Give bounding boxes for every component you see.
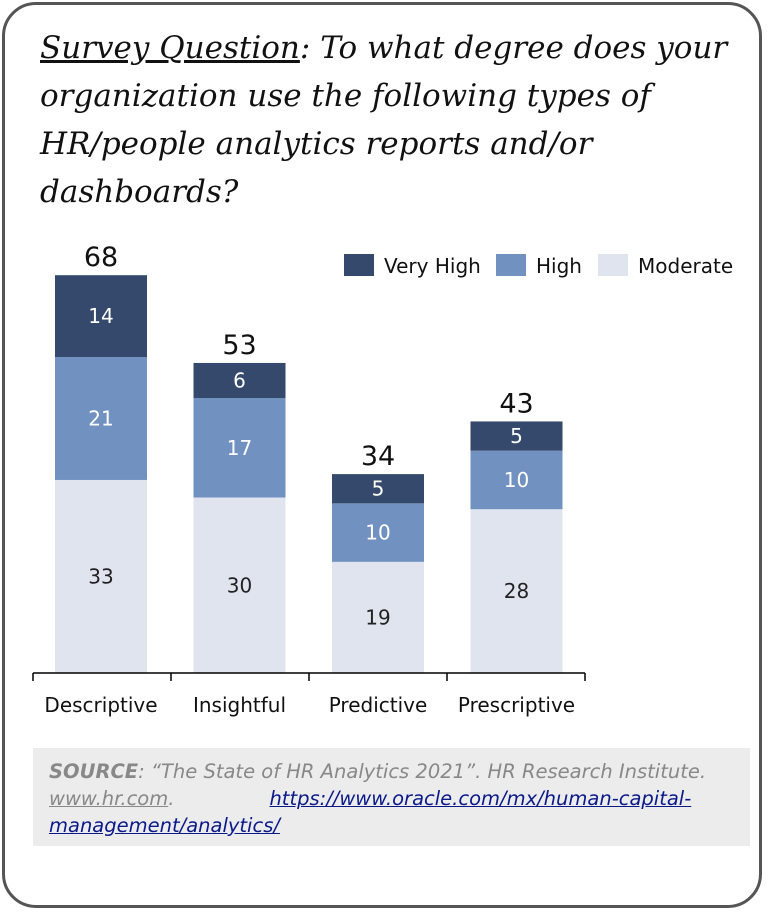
data-label-very-high: 5	[510, 424, 523, 448]
data-label-moderate: 30	[227, 573, 252, 597]
source-text: : “The State of HR Analytics 2021”. HR R…	[138, 760, 707, 783]
bar-very-high	[193, 362, 286, 399]
legend-swatch-high	[496, 254, 526, 276]
data-label-moderate: 28	[504, 579, 529, 603]
source-site-link[interactable]: www.hr.com	[49, 787, 169, 810]
category-label: Prescriptive	[458, 693, 575, 717]
bar-moderate	[470, 509, 563, 673]
total-label: 68	[84, 242, 118, 273]
data-label-very-high: 6	[233, 369, 246, 393]
data-label-very-high: 14	[88, 304, 113, 328]
bar-moderate	[55, 479, 147, 673]
data-label-moderate: 33	[88, 564, 113, 588]
legend-swatch-moderate	[598, 254, 628, 276]
data-label-high: 10	[365, 521, 390, 545]
total-label: 34	[361, 441, 395, 472]
bar-very-high	[332, 474, 424, 504]
legend-label-moderate: Moderate	[638, 254, 733, 278]
legend-label-high: High	[536, 254, 582, 278]
source-period: .	[168, 787, 175, 810]
total-label: 53	[222, 330, 256, 361]
question-text: : To what degree does your organization …	[40, 30, 728, 210]
data-label-high: 21	[88, 407, 113, 431]
bar-moderate	[332, 561, 424, 673]
data-label-moderate: 19	[365, 605, 390, 629]
category-label: Insightful	[193, 693, 286, 717]
question-label: Survey Question	[40, 30, 300, 66]
bar-very-high	[55, 275, 147, 358]
survey-question: Survey Question: To what degree does you…	[40, 24, 730, 216]
stacked-bar-chart: 33 21 14 68 Descriptive 30 17 6 53 Insightful 19 10…	[32, 242, 733, 717]
total-label: 43	[499, 388, 533, 419]
bar-high	[332, 503, 424, 562]
legend-swatch-very-high	[344, 254, 374, 276]
source-label: SOURCE	[49, 760, 139, 783]
source-url-link[interactable]: https://www.oracle.com/mx/human-capital-…	[49, 787, 692, 837]
bar-high	[55, 357, 147, 480]
category-label: Descriptive	[44, 693, 157, 717]
bar-high	[193, 398, 286, 498]
bar-very-high	[470, 421, 563, 451]
legend-label-very-high: Very High	[384, 254, 481, 278]
bar-moderate	[193, 497, 286, 673]
data-label-high: 17	[227, 436, 252, 460]
data-label-high: 10	[504, 468, 529, 492]
data-label-very-high: 5	[372, 477, 385, 501]
source-note: SOURCE: “The State of HR Analytics 2021”…	[33, 748, 750, 846]
bar-high	[470, 450, 563, 510]
category-label: Predictive	[329, 693, 428, 717]
